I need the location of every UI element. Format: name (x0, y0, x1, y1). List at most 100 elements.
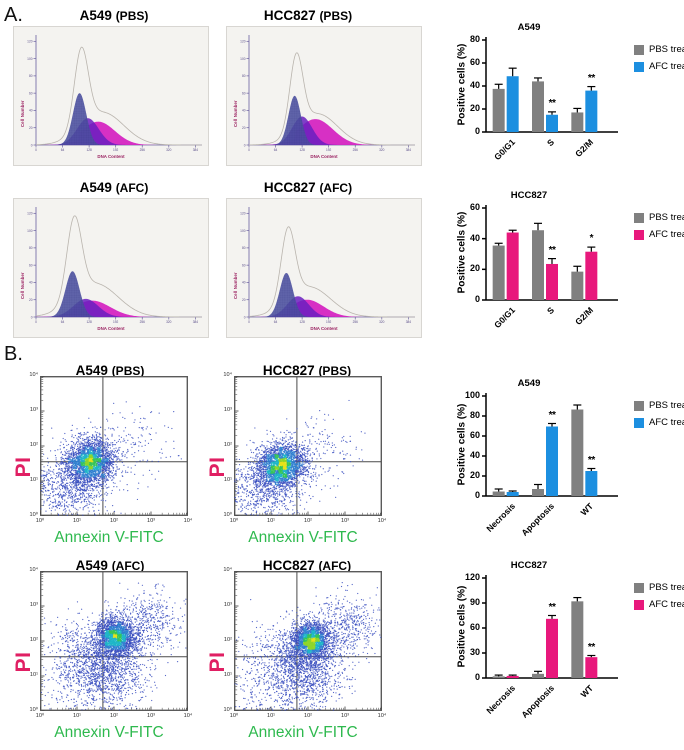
histogram-plot-a549-pbs: 120 100 80 60 40 20 0 0 64 128 192 256 320 384 Cell N… (13, 26, 209, 166)
scatter-svg (39, 570, 189, 712)
histogram-treatment: (AFC) (115, 181, 149, 195)
histogram-xtick: 128 (299, 320, 305, 324)
legend-item-afc[interactable]: AFC treated (634, 229, 684, 240)
histogram-title-hcc827-pbs: HCC827 (PBS) (228, 8, 388, 23)
scatter-ytick: 10⁰ (223, 512, 232, 518)
significance-marker: ** (548, 97, 556, 109)
bar-chart-ylabel: Positive cells (%) (456, 403, 468, 486)
bar-chart-svg (482, 393, 618, 497)
histogram-ylabel: Cell Number (20, 272, 25, 299)
scatter-xtick: 10⁴ (183, 712, 193, 719)
error-bar (587, 246, 596, 252)
bar-chart-bar-a549-cellcycle: A549 0 20 40 60 80 G0/G1 ** S ** G2/M Positive cell… (440, 22, 684, 177)
error-bar (587, 654, 596, 658)
scatter-xtick: 10⁰ (35, 517, 45, 524)
scatter-cellline: A549 (75, 363, 108, 378)
legend-item-afc[interactable]: AFC treated (634, 417, 684, 428)
bar-chart-bar-a549-apoptosis: A549 0 20 40 60 80 100 Necrosis ** Apoptosis ** WT P… (440, 378, 684, 543)
legend-label: AFC treated (649, 599, 684, 610)
histogram-ytick: 80 (29, 74, 33, 78)
histogram-svg: 120 100 80 60 40 20 00 64 128 192 256 320 384 (27, 35, 202, 152)
bar-chart-ytick: 60 (469, 622, 480, 632)
error-bar (548, 257, 556, 264)
legend-swatch-icon (634, 582, 644, 593)
bar-chart-ytick: 40 (469, 450, 480, 460)
histogram-title-a549-pbs: A549 (PBS) (34, 8, 194, 23)
bar-afc-apoptosis (546, 618, 558, 678)
scatter-plot-hcc827-afc: 10⁰ 10¹ 10² 10³ 10⁴ 10⁴ 10³ 10² 10¹ 10⁰ (223, 567, 386, 719)
histogram-ytick: 0 (31, 315, 33, 319)
scatter-svg (233, 375, 383, 517)
histogram-svg: 120 100 80 60 40 20 00 64 128 192 256 320 384 (240, 207, 415, 324)
histogram-ytick: 80 (242, 74, 246, 78)
histogram-ytick: 60 (242, 91, 246, 95)
bar-chart-ytick: 60 (469, 202, 480, 212)
legend-item-pbs[interactable]: PBS treated (634, 44, 684, 55)
histogram-ytick: 80 (29, 246, 33, 250)
bar-pbs-g2m (571, 112, 584, 132)
legend-item-afc[interactable]: AFC treated (634, 61, 684, 72)
scatter-title-a549-afc: A549 (AFC) (30, 558, 190, 573)
scatter-ytick: 10³ (223, 407, 232, 413)
bar-chart-title: HCC827 (510, 560, 548, 571)
histogram-title-hcc827-afc: HCC827 (AFC) (228, 180, 388, 195)
scatter-plot-hcc827-pbs: 10⁰ 10¹ 10² 10³ 10⁴ 10⁴ 10³ 10² 10¹ 10⁰ (223, 372, 386, 524)
scatter-points (234, 581, 382, 711)
legend-item-afc[interactable]: AFC treated (634, 599, 684, 610)
histogram-ytick: 100 (240, 57, 246, 61)
scatter-ytick: 10¹ (223, 477, 232, 483)
histogram-xtick: 192 (326, 148, 332, 152)
significance-marker: ** (548, 601, 556, 613)
histogram-cellline: A549 (79, 8, 112, 23)
histogram-ytick: 20 (242, 298, 246, 302)
histogram-outline-curve (35, 215, 202, 318)
bar-chart-svg (482, 575, 618, 679)
significance-marker: ** (587, 72, 595, 84)
error-bar (548, 614, 556, 619)
bar-chart-ytick: 90 (469, 597, 480, 607)
histogram-outline-curve (248, 52, 415, 146)
histogram-treatment: (PBS) (115, 9, 149, 23)
bar-pbs-necrosis (492, 676, 505, 678)
legend-swatch-icon (634, 229, 644, 240)
bar-afc-wt (585, 657, 598, 678)
error-bar (548, 422, 556, 427)
histogram-xtick: 320 (379, 320, 385, 324)
histogram-plot-hcc827-afc: 120 100 80 60 40 20 0 0 64 128 192 256 320 384 Cell N… (226, 198, 422, 338)
significance-marker: ** (587, 641, 595, 653)
histogram-xtick: 0 (35, 148, 37, 152)
legend-swatch-icon (634, 599, 644, 610)
histogram-xtick: 384 (193, 148, 199, 152)
error-bar (508, 229, 517, 233)
bar-chart-svg (482, 205, 618, 301)
legend-item-pbs[interactable]: PBS treated (634, 212, 684, 223)
scatter-treatment: (AFC) (111, 559, 145, 573)
histogram-xlabel: DNA Content (310, 326, 338, 331)
bar-afc-necrosis (506, 675, 519, 678)
histogram-outline-curve (35, 46, 202, 146)
histogram-ytick: 120 (27, 40, 33, 44)
legend-item-pbs[interactable]: PBS treated (634, 582, 684, 593)
bar-chart-ytick: 20 (469, 263, 480, 274)
legend-swatch-icon (634, 212, 644, 223)
scatter-xtick: 10¹ (72, 517, 82, 524)
bar-afc-necrosis (506, 492, 519, 496)
histogram-ytick: 20 (29, 126, 33, 130)
legend-label: PBS treated (649, 212, 684, 223)
bar-afc-g0g1 (506, 232, 519, 300)
histogram-xtick: 192 (113, 320, 119, 324)
histogram-xtick: 128 (299, 148, 305, 152)
bar-pbs-wt (571, 601, 584, 678)
histogram-ytick: 40 (29, 109, 33, 113)
error-bar (494, 488, 503, 492)
scatter-cellline: HCC827 (262, 558, 315, 573)
legend-item-pbs[interactable]: PBS treated (634, 400, 684, 411)
bar-pbs-g0g1 (492, 88, 505, 133)
bar-pbs-s (532, 230, 544, 300)
bar-chart-ytick: 30 (469, 647, 480, 657)
legend-label: PBS treated (649, 44, 684, 55)
scatter-plot-a549-pbs: 10⁰ 10¹ 10² 10³ 10⁴ 10⁴ 10³ 10² 10¹ 10⁰ (29, 372, 192, 524)
error-bar (534, 222, 542, 231)
histogram-ytick: 40 (242, 281, 246, 285)
scatter-xlabel-annexin: Annexin V-FITC (248, 724, 358, 741)
